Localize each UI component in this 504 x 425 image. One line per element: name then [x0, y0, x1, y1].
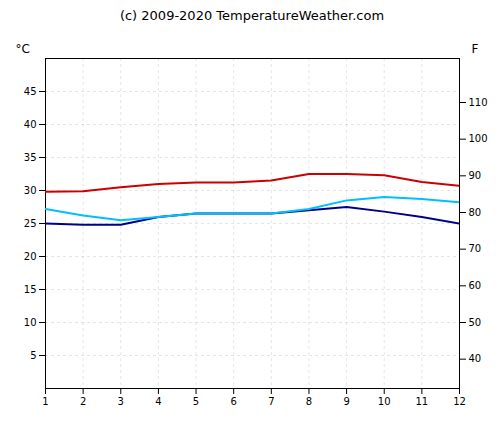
svg-text:110: 110 — [469, 97, 488, 108]
svg-text:80: 80 — [469, 207, 482, 218]
svg-text:9: 9 — [343, 396, 349, 407]
svg-text:90: 90 — [469, 170, 482, 181]
svg-text:5: 5 — [193, 396, 199, 407]
svg-text:100: 100 — [469, 133, 488, 144]
svg-text:12: 12 — [453, 396, 466, 407]
svg-text:°C: °C — [16, 42, 30, 56]
svg-text:15: 15 — [24, 284, 37, 295]
svg-text:10: 10 — [24, 317, 37, 328]
svg-text:30: 30 — [24, 185, 37, 196]
svg-text:45: 45 — [24, 86, 37, 97]
svg-text:8: 8 — [306, 396, 312, 407]
svg-text:7: 7 — [268, 396, 274, 407]
svg-text:11: 11 — [415, 396, 428, 407]
html-text:(c) 2009-2020 TemperatureWeath: (c) 2009-2020 TemperatureWeather.com — [119, 8, 385, 23]
svg-text:6: 6 — [230, 396, 236, 407]
svg-text:3: 3 — [118, 396, 124, 407]
svg-text:20: 20 — [24, 251, 37, 262]
svg-text:60: 60 — [469, 280, 482, 291]
svg-text:2: 2 — [80, 396, 86, 407]
svg-text:5: 5 — [30, 350, 36, 361]
svg-text:10: 10 — [378, 396, 391, 407]
svg-text:70: 70 — [469, 243, 482, 254]
svg-text:4: 4 — [155, 396, 161, 407]
svg-text:40: 40 — [24, 119, 37, 130]
svg-text:1: 1 — [42, 396, 48, 407]
svg-text:F: F — [472, 42, 479, 56]
svg-text:35: 35 — [24, 152, 37, 163]
svg-text:25: 25 — [24, 218, 37, 229]
svg-text:50: 50 — [469, 317, 482, 328]
svg-text:40: 40 — [469, 353, 482, 364]
